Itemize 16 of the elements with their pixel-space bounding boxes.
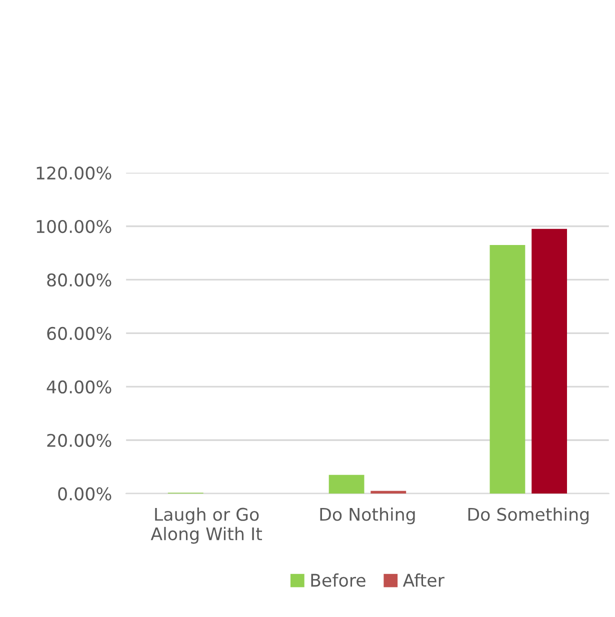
x-tick-label: Do Nothing xyxy=(320,507,415,524)
y-tick-label: 0.00% xyxy=(58,487,112,500)
y-tick-label: 40.00% xyxy=(46,380,112,394)
x-tick-label: Do Something xyxy=(468,507,589,524)
x-tick-label: Laugh or Go Along With It xyxy=(150,507,262,544)
y-tick-label: 100.00% xyxy=(36,220,112,234)
bar xyxy=(532,228,568,494)
bar xyxy=(328,474,364,494)
bar xyxy=(490,244,526,494)
y-tick-label: 20.00% xyxy=(47,434,112,447)
legend-label: Before xyxy=(311,573,366,587)
y-tick-label: 80.00% xyxy=(47,273,112,287)
y-tick-label: 60.00% xyxy=(47,326,112,340)
y-tick-label: 120.00% xyxy=(36,166,112,180)
legend-label: After xyxy=(402,573,444,587)
bar xyxy=(370,490,406,494)
